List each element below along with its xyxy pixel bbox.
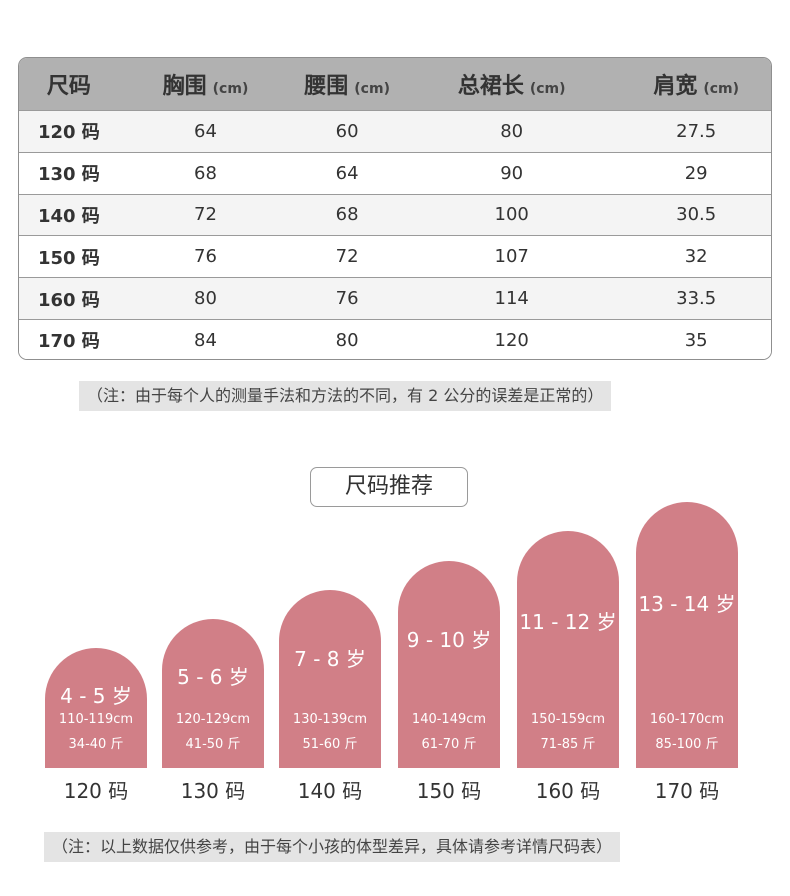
cell-waist: 64: [335, 162, 359, 184]
reference-note: （注：以上数据仅供参考，由于每个小孩的体型差异，具体请参考详情尺码表）: [44, 832, 621, 862]
table-row: 130 码 68 64 90 29: [19, 151, 771, 194]
cell-waist: 72: [335, 246, 359, 268]
cell-length: 100: [494, 204, 529, 226]
height-range: 140-149cm: [411, 712, 487, 727]
cell-shoulder: 35: [684, 329, 708, 351]
cell-waist: 60: [335, 120, 359, 142]
cell-chest: 64: [194, 120, 217, 142]
size-label: 170 码: [654, 779, 720, 803]
weight-range: 41-50 斤: [185, 737, 241, 752]
cell-chest: 76: [194, 246, 217, 268]
size-card-150: 9 - 10 岁 140-149cm 61-70 斤: [398, 561, 500, 768]
size-label: 150 码: [416, 779, 482, 803]
weight-range: 51-60 斤: [302, 737, 358, 752]
header-skirt-length: 总裙长 (cm): [457, 74, 566, 99]
cell-size: 160 码: [37, 289, 100, 311]
cell-shoulder: 30.5: [676, 204, 717, 226]
cell-waist: 76: [335, 288, 359, 310]
table-header: 尺码 胸围 (cm) 腰围 (cm) 总裙长 (cm) 肩宽 (cm): [19, 58, 771, 110]
header-chest: 胸围 (cm): [162, 74, 249, 99]
size-recommend-title: 尺码推荐: [310, 467, 468, 507]
cell-waist: 80: [335, 329, 359, 351]
height-range: 150-159cm: [530, 712, 606, 727]
cell-length: 90: [500, 162, 524, 184]
cell-size: 150 码: [37, 247, 100, 269]
cell-size: 140 码: [37, 205, 100, 227]
size-table: 尺码 胸围 (cm) 腰围 (cm) 总裙长 (cm) 肩宽 (cm) 120 码 64…: [18, 57, 772, 360]
age-range: 7 - 8 岁: [294, 647, 366, 671]
cell-chest: 68: [194, 162, 217, 184]
table-body: 120 码 64 60 80 27.5 130 码 68 64 90 29 14…: [19, 110, 771, 359]
size-label: 120 码: [63, 779, 129, 803]
cell-length: 120: [494, 329, 529, 351]
header-size: 尺码: [46, 74, 91, 99]
height-range: 110-119cm: [58, 712, 134, 727]
age-range: 13 - 14 岁: [638, 592, 736, 616]
table-row: 120 码 64 60 80 27.5: [19, 110, 771, 152]
size-card-130: 5 - 6 岁 120-129cm 41-50 斤: [162, 619, 264, 768]
table-row: 170 码 84 80 120 35: [19, 318, 771, 359]
age-range: 4 - 5 岁: [60, 684, 132, 708]
age-range: 11 - 12 岁: [519, 610, 617, 634]
table-row: 140 码 72 68 100 30.5: [19, 193, 771, 236]
weight-range: 85-100 斤: [655, 737, 719, 752]
header-shoulder: 肩宽 (cm): [653, 74, 740, 99]
size-label: 140 码: [297, 779, 363, 803]
age-range: 5 - 6 岁: [177, 665, 249, 689]
cell-chest: 84: [194, 329, 217, 351]
measurement-note: （注：由于每个人的测量手法和方法的不同，有 2 公分的误差是正常的）: [79, 381, 612, 411]
size-label: 130 码: [180, 779, 246, 803]
cell-length: 114: [494, 288, 529, 310]
height-range: 160-170cm: [649, 712, 725, 727]
cell-size: 120 码: [37, 122, 100, 144]
size-card-140: 7 - 8 岁 130-139cm 51-60 斤: [279, 590, 381, 768]
height-range: 130-139cm: [292, 712, 368, 727]
cell-shoulder: 29: [684, 162, 708, 184]
height-range: 120-129cm: [175, 712, 251, 727]
size-card-120: 4 - 5 岁 110-119cm 34-40 斤: [45, 648, 147, 768]
cell-shoulder: 27.5: [676, 120, 717, 142]
table-row: 150 码 76 72 107 32: [19, 235, 771, 278]
weight-range: 34-40 斤: [68, 737, 124, 752]
table-row: 160 码 80 76 114 33.5: [19, 277, 771, 319]
header-waist: 腰围 (cm): [304, 74, 390, 99]
cell-waist: 68: [335, 204, 359, 226]
age-range: 9 - 10 岁: [406, 628, 492, 652]
cell-shoulder: 32: [684, 246, 708, 268]
cell-size: 170 码: [37, 331, 100, 353]
cell-length: 80: [500, 120, 524, 142]
size-card-160: 11 - 12 岁 150-159cm 71-85 斤: [517, 531, 619, 768]
cell-length: 107: [494, 246, 529, 268]
cell-chest: 80: [194, 288, 217, 310]
cell-size: 130 码: [37, 164, 100, 186]
size-label: 160 码: [535, 779, 601, 803]
weight-range: 61-70 斤: [421, 737, 477, 752]
size-card-170: 13 - 14 岁 160-170cm 85-100 斤: [636, 502, 738, 768]
weight-range: 71-85 斤: [540, 737, 596, 752]
cell-shoulder: 33.5: [676, 288, 717, 310]
cell-chest: 72: [194, 204, 217, 226]
